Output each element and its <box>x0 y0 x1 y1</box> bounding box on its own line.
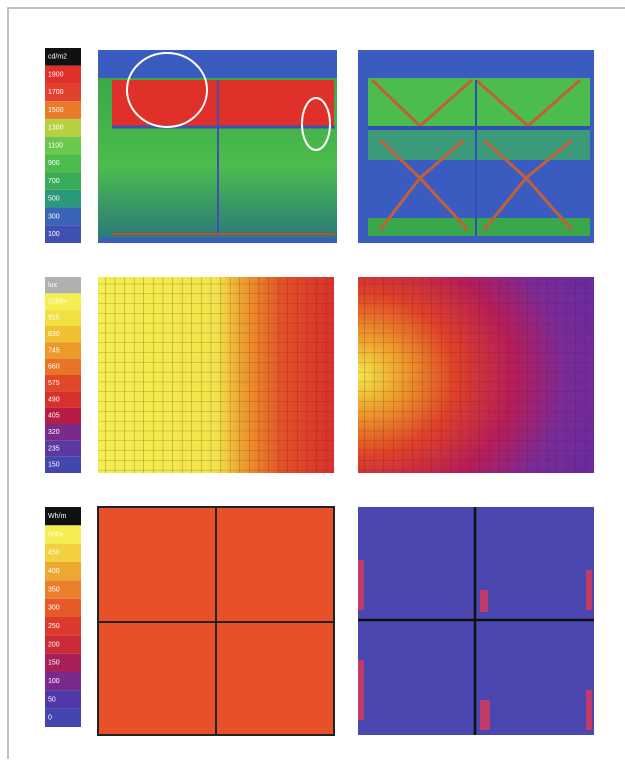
legend-label: 50 <box>48 696 56 703</box>
legend-label: 235 <box>48 445 60 452</box>
legend-label: 915 <box>48 315 60 322</box>
legend-label: Wh/m <box>48 513 66 520</box>
energy-map-right <box>358 507 594 735</box>
legend-label: 300 <box>48 213 60 220</box>
illuminance-map-right <box>358 277 594 473</box>
legend-label: 150 <box>48 660 60 667</box>
legend-label: 490 <box>48 396 60 403</box>
legend-label: 100 <box>48 678 60 685</box>
legend-label: 0 <box>48 715 52 722</box>
legend-label: 1900 <box>48 71 64 78</box>
legend-label: 300 <box>48 605 60 612</box>
legend-label: 100 <box>48 231 60 238</box>
legend-label: 1500 <box>48 107 64 114</box>
legend-label: 400 <box>48 568 60 575</box>
legend-label: lux <box>48 282 57 289</box>
energy-map-left <box>98 507 334 735</box>
legend-label: 1300 <box>48 125 64 132</box>
legend-label: 660 <box>48 364 60 371</box>
legend-label: 500+ <box>48 531 64 538</box>
legend-label: 700 <box>48 178 60 185</box>
legend-label: 200 <box>48 641 60 648</box>
legend-label: 450 <box>48 550 60 557</box>
legend-label: cd/m2 <box>48 54 67 61</box>
legend-label: 830 <box>48 331 60 338</box>
legend-label: 900 <box>48 160 60 167</box>
luminance-map-left <box>98 50 337 243</box>
legend-label: 250 <box>48 623 60 630</box>
legend-label: 1000+ <box>48 298 68 305</box>
illuminance-map-left <box>98 277 334 473</box>
legend-label: 1100 <box>48 142 63 149</box>
legend-label: 350 <box>48 586 60 593</box>
page: cd/m219001700150013001100900700500300100… <box>0 0 625 764</box>
legend-label: 405 <box>48 413 60 420</box>
legend-label: 745 <box>48 347 60 354</box>
figure: cd/m219001700150013001100900700500300100… <box>0 0 625 759</box>
legend-label: 500 <box>48 196 60 203</box>
legend-label: 1700 <box>48 89 64 96</box>
legend-label: 575 <box>48 380 60 387</box>
legend-label: 150 <box>48 462 60 469</box>
legend-label: 320 <box>48 429 60 436</box>
luminance-map-right <box>358 50 594 243</box>
